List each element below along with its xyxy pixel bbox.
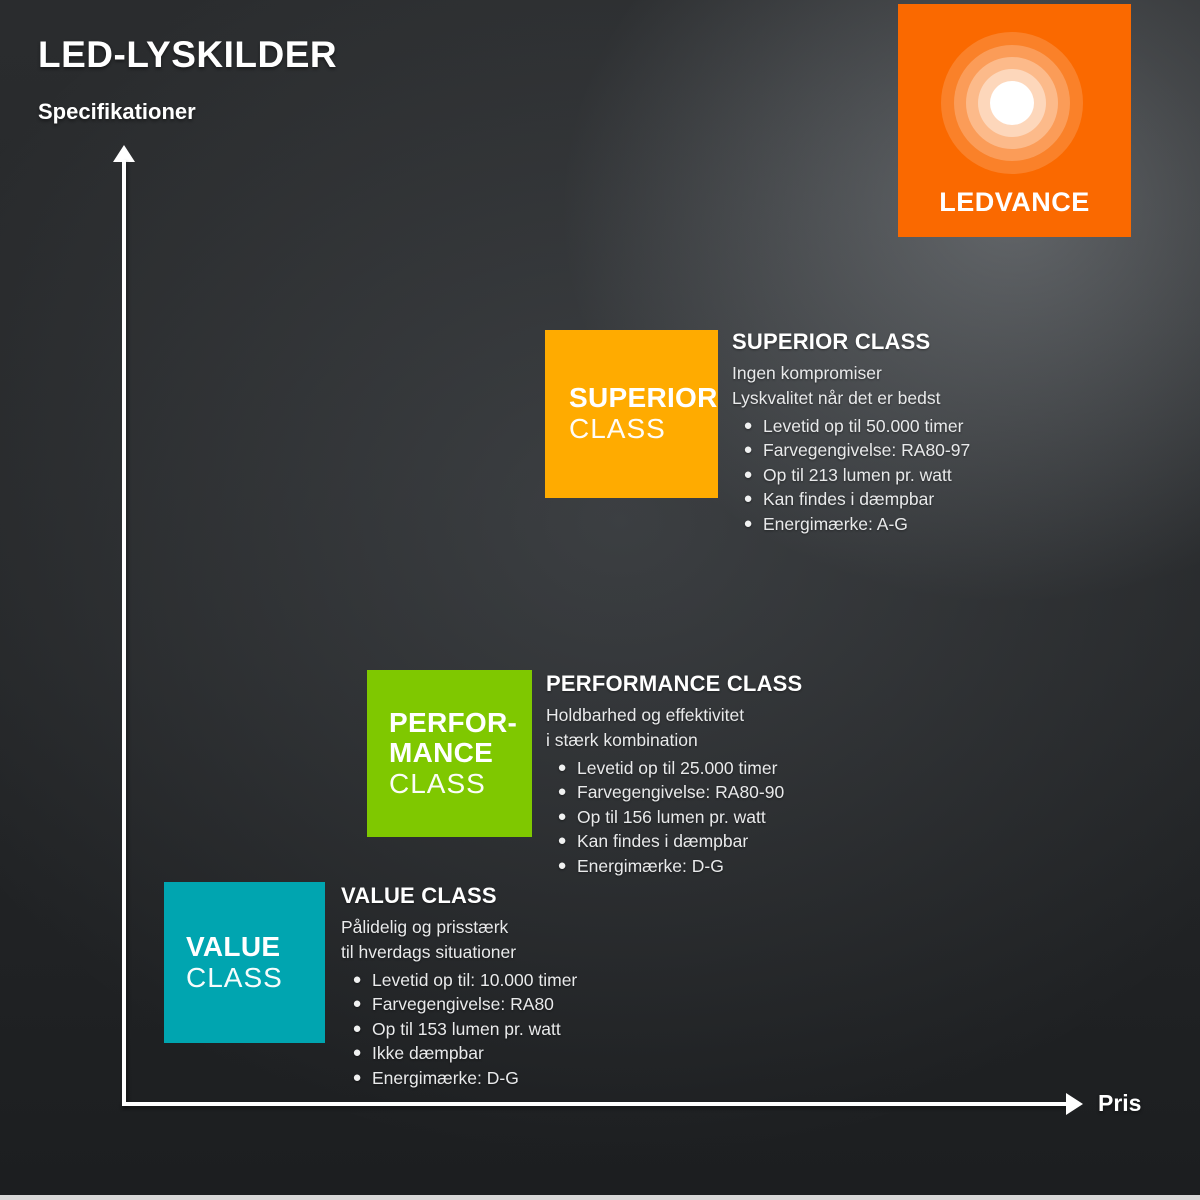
- spec-item: ● Energimærke: A-G: [732, 512, 1032, 537]
- bullet-dot-icon: ●: [557, 783, 567, 800]
- value-spec-list: ● Levetid op til: 10.000 timer ● Farvegengi…: [341, 968, 641, 1091]
- performance-class-box: PERFOR- MANCE CLASS: [367, 670, 532, 837]
- text-line: VALUE: [186, 930, 281, 962]
- bullet-dot-icon: ●: [352, 1068, 362, 1086]
- superior-box-title: SUPERIOR: [569, 382, 718, 414]
- bullet-dot-icon: ●: [557, 832, 567, 849]
- text-line: Holdbarhed og effektivitet: [546, 705, 745, 725]
- x-axis-line: [122, 1102, 1070, 1106]
- bullet-dot-icon: ●: [557, 807, 567, 825]
- superior-box-subtitle: CLASS: [569, 413, 666, 445]
- spec-item: ● Ikke dæmpbar: [341, 1041, 641, 1066]
- superior-class-info: SUPERIOR CLASS Ingen kompromiser Lyskvali…: [732, 328, 1032, 536]
- spec-item: ● Energimærke: D-G: [341, 1066, 641, 1091]
- x-axis-arrowhead-icon: [1066, 1093, 1083, 1115]
- spec-item-text: Op til 156 lumen pr. watt: [577, 806, 766, 827]
- spec-item-text: Kan findes i dæmpbar: [763, 489, 935, 509]
- spec-item-text: Farvegengivelse: RA80-97: [763, 440, 971, 460]
- spec-item-text: Energimærke: D-G: [372, 1067, 519, 1088]
- bullet-dot-icon: ●: [743, 441, 753, 458]
- value-class-heading: VALUE CLASS: [341, 883, 497, 908]
- text-line: Ingen kompromiser: [732, 363, 882, 383]
- bullet-dot-icon: ●: [352, 1019, 362, 1037]
- text-line: i stærk kombination: [546, 729, 698, 750]
- performance-box-title: PERFOR- MANCE: [389, 706, 532, 768]
- spec-item: ● Levetid op til: 10.000 timer: [341, 968, 641, 993]
- spec-item: ● Op til 153 lumen pr. watt: [341, 1017, 641, 1042]
- bullet-dot-icon: ●: [352, 995, 362, 1012]
- bullet-dot-icon: ●: [743, 514, 753, 532]
- spec-item-text: Levetid op til 50.000 timer: [763, 415, 964, 436]
- bullet-dot-icon: ●: [352, 970, 362, 988]
- spec-item-text: Op til 213 lumen pr. watt: [763, 464, 952, 485]
- bullet-dot-icon: ●: [557, 856, 567, 874]
- performance-class-subtitle: Holdbarhed og effektivitet i stærk kombin…: [546, 703, 846, 752]
- spec-item-text: Farvegengivelse: RA80: [372, 994, 554, 1014]
- value-box-title: VALUE: [186, 930, 325, 962]
- spec-item-text: Farvegengivelse: RA80-90: [577, 782, 785, 802]
- performance-class-info: PERFORMANCE CLASS Holdbarhed og effektiv…: [546, 670, 846, 878]
- value-class-info: VALUE CLASS Pålidelig og prisstærk til hv…: [341, 882, 641, 1090]
- spec-item-text: Kan findes i dæmpbar: [577, 831, 749, 851]
- spec-item: ● Kan findes i dæmpbar: [546, 829, 846, 854]
- text-line: PERFOR-: [389, 706, 518, 738]
- bullet-dot-icon: ●: [743, 465, 753, 483]
- logo-brand-text: LEDVANCE: [939, 187, 1090, 217]
- performance-class-heading: PERFORMANCE CLASS: [546, 671, 803, 696]
- y-axis-line: [122, 160, 126, 1106]
- performance-spec-list: ● Levetid op til 25.000 timer ● Farvegengiv…: [546, 756, 846, 879]
- spec-item-text: Levetid op til 25.000 timer: [577, 757, 778, 778]
- x-axis-label: Pris: [1098, 1090, 1142, 1116]
- spec-item-text: Energimærke: A-G: [763, 513, 908, 534]
- spec-item-text: Energimærke: D-G: [577, 855, 724, 876]
- spec-item: ● Farvegengivelse: RA80-90: [546, 780, 846, 805]
- spec-item-text: Op til 153 lumen pr. watt: [372, 1018, 561, 1039]
- spec-item: ● Farvegengivelse: RA80-97: [732, 438, 1032, 463]
- spec-item: ● Op til 156 lumen pr. watt: [546, 805, 846, 830]
- bullet-dot-icon: ●: [743, 490, 753, 507]
- text-line: Lyskvalitet når det er bedst: [732, 387, 941, 408]
- spec-item: ● Energimærke: D-G: [546, 854, 846, 879]
- value-class-subtitle: Pålidelig og prisstærk til hverdags situa…: [341, 915, 641, 964]
- bullet-dot-icon: ●: [557, 758, 567, 776]
- spec-item-text: Ikke dæmpbar: [372, 1043, 484, 1063]
- spec-item: ● Farvegengivelse: RA80: [341, 992, 641, 1017]
- value-box-subtitle: CLASS: [186, 961, 283, 993]
- bottom-border-strip: [0, 1195, 1200, 1200]
- superior-class-heading: SUPERIOR CLASS: [732, 329, 931, 354]
- page-title: LED-LYSKILDER: [38, 34, 338, 75]
- spec-item: ● Kan findes i dæmpbar: [732, 487, 1032, 512]
- bullet-dot-icon: ●: [743, 416, 753, 434]
- y-axis-label: Specifikationer: [38, 99, 196, 124]
- superior-class-box: SUPERIOR CLASS: [545, 330, 718, 498]
- superior-spec-list: ● Levetid op til 50.000 timer ● Farvegengiv…: [732, 414, 1032, 537]
- performance-box-subtitle: CLASS: [389, 768, 486, 800]
- text-line: MANCE: [389, 736, 494, 768]
- y-axis-arrowhead-icon: [113, 145, 135, 162]
- spec-item: ● Levetid op til 50.000 timer: [732, 414, 1032, 439]
- logo-glow-center: [990, 81, 1034, 125]
- bullet-dot-icon: ●: [352, 1044, 362, 1061]
- text-line: SUPERIOR: [569, 382, 718, 414]
- spec-item-text: Levetid op til: 10.000 timer: [372, 969, 578, 990]
- text-line: Pålidelig og prisstærk: [341, 917, 509, 937]
- value-class-box: VALUE CLASS: [164, 882, 325, 1043]
- spec-item: ● Levetid op til 25.000 timer: [546, 756, 846, 781]
- text-line: til hverdags situationer: [341, 941, 517, 962]
- spec-item: ● Op til 213 lumen pr. watt: [732, 463, 1032, 488]
- ledvance-logo: LEDVANCE: [898, 4, 1131, 237]
- superior-class-subtitle: Ingen kompromiser Lyskvalitet når det er …: [732, 361, 1032, 410]
